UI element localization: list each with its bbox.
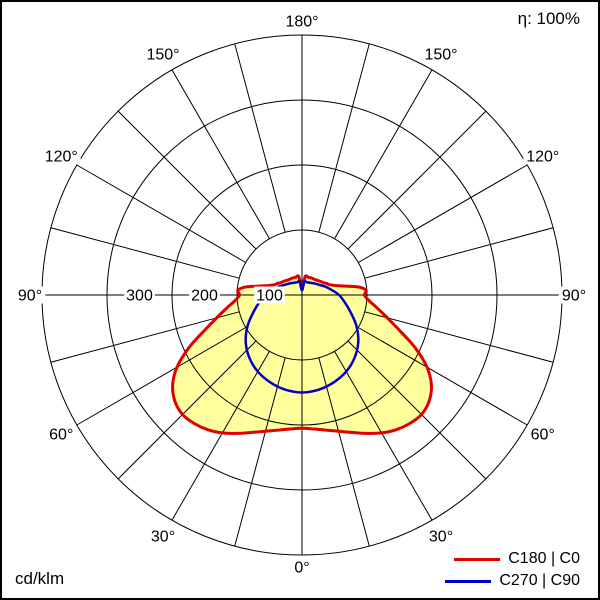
- svg-text:60°: 60°: [531, 427, 555, 444]
- polar-grid: [41, 34, 563, 556]
- svg-text:120°: 120°: [526, 149, 559, 166]
- svg-text:0°: 0°: [294, 560, 309, 577]
- svg-text:100: 100: [256, 288, 283, 305]
- legend-item-c180-c0: C180 | C0: [445, 551, 580, 567]
- svg-text:150°: 150°: [146, 47, 179, 64]
- svg-text:200: 200: [191, 288, 218, 305]
- axis-labels: 100 200 300 0° 30° 30° 60° 60° 90° 90° 120° 120° 150…: [14, 12, 590, 577]
- svg-text:90°: 90°: [562, 288, 586, 305]
- unit-label: cd/klm: [15, 569, 65, 588]
- svg-text:30°: 30°: [151, 528, 175, 545]
- svg-text:300: 300: [126, 288, 153, 305]
- svg-text:120°: 120°: [45, 149, 78, 166]
- svg-text:90°: 90°: [18, 288, 42, 305]
- legend-line-red-icon: [454, 557, 501, 561]
- legend-label-c180-c0: C180 | C0: [508, 550, 580, 567]
- svg-text:150°: 150°: [424, 47, 457, 64]
- efficiency-label: η: 100%: [517, 9, 580, 28]
- legend-item-c270-c90: C270 | C90: [445, 573, 580, 589]
- legend-line-blue-icon: [445, 579, 492, 583]
- legend-label-c270-c90: C270 | C90: [499, 572, 580, 589]
- svg-text:30°: 30°: [429, 528, 453, 545]
- intensity-curves: [171, 274, 433, 435]
- svg-text:60°: 60°: [49, 427, 73, 444]
- legend: C180 | C0 C270 | C90: [445, 551, 580, 589]
- svg-text:180°: 180°: [285, 14, 318, 31]
